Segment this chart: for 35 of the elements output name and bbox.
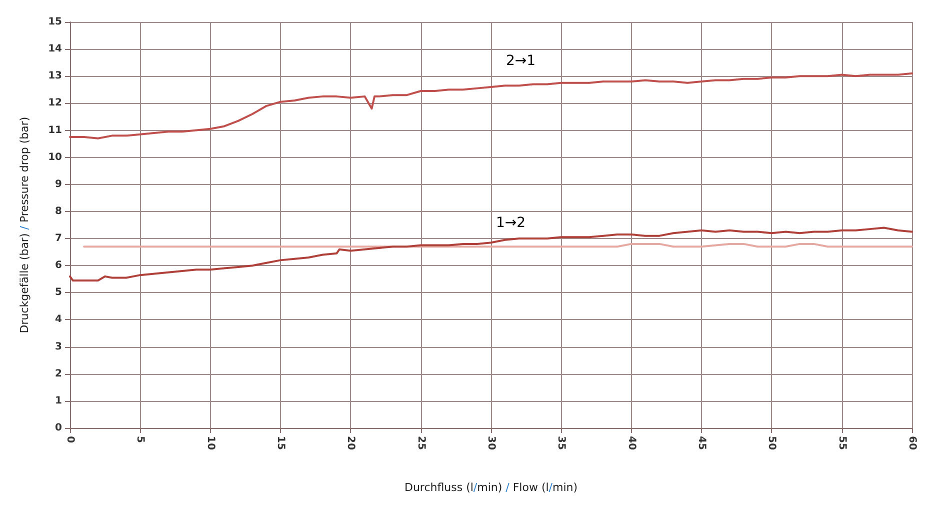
x-tick-label: 5	[134, 436, 146, 443]
x-tick-label: 15	[275, 436, 286, 450]
y-tick-label: 1	[55, 395, 62, 406]
y-tick-label: 7	[55, 233, 62, 244]
y-tick-label: 0	[55, 422, 62, 434]
x-tick-label: 10	[204, 436, 216, 450]
annotation: 1→2	[496, 215, 526, 231]
y-tick-label: 2	[55, 368, 62, 380]
y-tick-label: 15	[48, 16, 62, 28]
x-tick-label: 55	[836, 436, 848, 450]
x-tick-label: 0	[64, 436, 76, 443]
y-tick-label: 11	[48, 124, 62, 136]
x-tick-label: 50	[766, 436, 778, 450]
line-series	[69, 72, 913, 140]
y-axis-title: Druckgefälle (bar) / Pressure drop (bar)	[18, 116, 31, 334]
y-tick-label: 8	[55, 206, 62, 217]
y-tick-label: 5	[55, 287, 62, 298]
y-tick-label: 9	[55, 178, 62, 190]
line-series	[69, 226, 913, 282]
x-tick-label: 60	[906, 436, 918, 450]
y-tick-label: 3	[55, 341, 62, 352]
x-tick-label: 40	[626, 436, 637, 450]
y-tick-label: 10	[48, 152, 62, 163]
y-tick-label: 13	[48, 70, 62, 82]
x-tick-label: 45	[696, 436, 707, 450]
x-axis-title: Durchfluss (l/min) / Flow (l/min)	[404, 481, 578, 494]
annotation: 2→1	[506, 53, 536, 69]
x-tick-label: 30	[486, 436, 496, 450]
y-tick-label: 6	[55, 260, 62, 272]
y-tick-label: 12	[48, 98, 62, 109]
x-tick-label: 20	[345, 436, 356, 450]
y-tick-label: 14	[48, 44, 62, 55]
x-tick-label: 35	[556, 436, 567, 450]
y-tick-label: 4	[55, 314, 62, 326]
x-tick-label: 25	[415, 436, 426, 450]
